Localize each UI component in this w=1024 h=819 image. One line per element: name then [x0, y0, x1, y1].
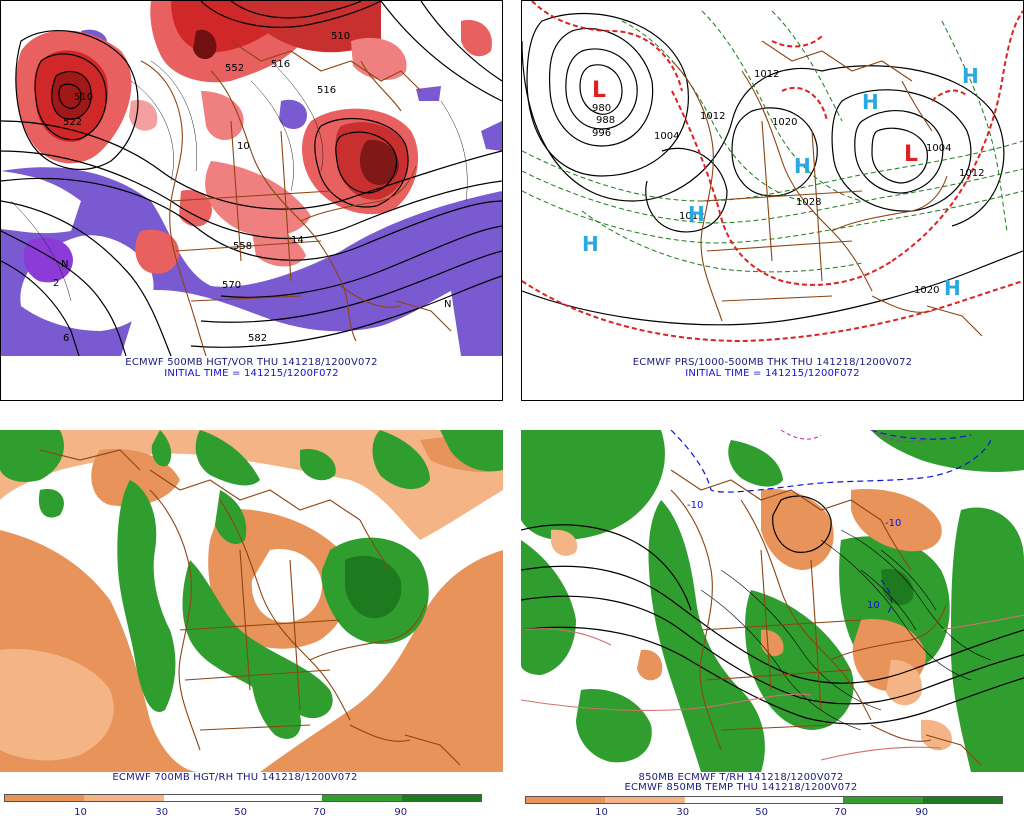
colorbar-tick-label: 70: [834, 807, 847, 818]
contour-label: N: [444, 299, 451, 310]
colorbar-tick-label: 90: [915, 807, 929, 818]
contour-label: 516: [271, 59, 290, 70]
colorbar-tick-label: 90: [394, 807, 408, 818]
colorbar-segment: [843, 797, 923, 803]
colorbar-segment: [526, 797, 606, 803]
rh-colorbar: [4, 794, 482, 802]
contour-label: 2: [53, 278, 59, 289]
colorbar-tick-label: 10: [595, 807, 608, 818]
isobar-label: 1020: [772, 117, 797, 128]
isobar-label: 1020: [914, 285, 939, 296]
temperature-label: 10: [867, 600, 880, 611]
panel-pressure-thickness: 980 988 996 1004 1012 1012 1020 1028 100…: [521, 0, 1024, 401]
high-pressure-marker: H: [944, 276, 961, 300]
contour-label: 6: [63, 333, 69, 344]
initial-time-label: INITIAL TIME = 141215/1200F072: [164, 368, 339, 379]
temperature-label: -10: [885, 518, 901, 529]
colorbar-segment: [684, 797, 764, 803]
contour-label: N: [61, 259, 68, 270]
pressure-map-svg: 980 988 996 1004 1012 1012 1020 1028 100…: [522, 1, 1023, 356]
panel-500mb-vorticity: 510 522 516 510 552 516 558 570 582 10 1…: [0, 0, 503, 401]
panel-title: ECMWF PRS/1000-500MB THK THU 141218/1200…: [632, 357, 913, 368]
rh-700-map-svg: [0, 430, 503, 772]
contour-label: 558: [233, 241, 252, 252]
contour-label: 570: [222, 280, 241, 291]
colorbar-tick-label: 10: [74, 807, 87, 818]
contour-label: 516: [317, 85, 336, 96]
colorbar-ticks: 10 30 50 70 90: [4, 807, 482, 819]
isobar-label: 1028: [796, 197, 821, 208]
rh-850-map-svg: -10 -10 10: [521, 430, 1024, 772]
rh-colorbar: [525, 796, 1003, 804]
contour-label: 582: [248, 333, 267, 344]
contour-label: 552: [225, 63, 244, 74]
high-pressure-marker: H: [688, 202, 705, 226]
high-pressure-marker: H: [962, 64, 979, 88]
high-pressure-marker: H: [862, 90, 879, 114]
contour-label: 510: [74, 92, 93, 103]
isobar-label: 988: [596, 115, 615, 126]
isobar-label: 1012: [700, 111, 725, 122]
isobar-label: 1004: [654, 131, 679, 142]
isobar-label: 1012: [754, 69, 779, 80]
vorticity-map-svg: 510 522 516 510 552 516 558 570 582 10 1…: [1, 1, 502, 356]
panel-title: 850MB ECMWF T/RH 141218/1200V072: [638, 772, 844, 783]
rh-700-map: [0, 430, 503, 772]
colorbar-segment: [242, 795, 323, 801]
contour-label: 522: [63, 117, 82, 128]
isobar-label: 980: [592, 103, 611, 114]
colorbar-tick-label: 50: [755, 807, 768, 818]
contour-label: 14: [291, 235, 304, 246]
isobar-label: 1012: [679, 211, 704, 222]
isobar-label: 1004: [926, 143, 951, 154]
colorbar-segment: [5, 795, 85, 801]
colorbar-ticks: 10 30 50 70 90: [525, 807, 1003, 819]
low-pressure-marker: L: [904, 142, 918, 167]
panel-title: ECMWF 500MB HGT/VOR THU 141218/1200V072: [125, 357, 378, 368]
rh-850-map: -10 -10 10: [521, 430, 1024, 772]
colorbar-tick-label: 30: [155, 807, 169, 818]
temperature-label: -10: [687, 500, 703, 511]
colorbar-segment: [401, 795, 481, 801]
colorbar-segment: [322, 795, 402, 801]
colorbar-tick-label: 30: [676, 807, 690, 818]
vorticity-map: 510 522 516 510 552 516 558 570 582 10 1…: [1, 1, 502, 356]
panel-title: ECMWF 700MB HGT/RH THU 141218/1200V072: [112, 772, 358, 783]
panel-700mb-rh: ECMWF 700MB HGT/RH THU 141218/1200V072 1…: [0, 430, 503, 819]
panel-subtitle: ECMWF 850MB TEMP THU 141218/1200V072: [624, 782, 858, 793]
colorbar-segment: [84, 795, 164, 801]
colorbar-segment: [922, 797, 1002, 803]
colorbar-segment: [605, 797, 685, 803]
colorbar-tick-label: 70: [313, 807, 326, 818]
panel-850mb-temp-rh: -10 -10 10 850MB ECMWF T/RH 141218/1200V…: [521, 430, 1024, 819]
high-pressure-marker: H: [794, 154, 811, 178]
colorbar-segment: [163, 795, 243, 801]
isobar-label: 996: [592, 128, 611, 139]
colorbar-segment: [763, 797, 844, 803]
low-pressure-marker: L: [592, 78, 606, 103]
contour-label: 10: [237, 141, 250, 152]
initial-time-label: INITIAL TIME = 141215/1200F072: [685, 368, 860, 379]
pressure-map: 980 988 996 1004 1012 1012 1020 1028 100…: [522, 1, 1023, 356]
isobar-label: 1012: [959, 168, 984, 179]
high-pressure-marker: H: [582, 232, 599, 256]
contour-label: 510: [331, 31, 350, 42]
colorbar-tick-label: 50: [234, 807, 247, 818]
